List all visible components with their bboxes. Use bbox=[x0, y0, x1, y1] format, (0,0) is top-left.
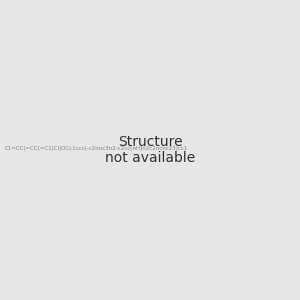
Text: Structure
not available: Structure not available bbox=[105, 135, 195, 165]
Text: C1=CC(=CC(=C1)Cl)OCc1ccc(-c2nnc3n2-c2cc[nH]n2c2ncnc23)cc1: C1=CC(=CC(=C1)Cl)OCc1ccc(-c2nnc3n2-c2cc[… bbox=[5, 146, 188, 151]
